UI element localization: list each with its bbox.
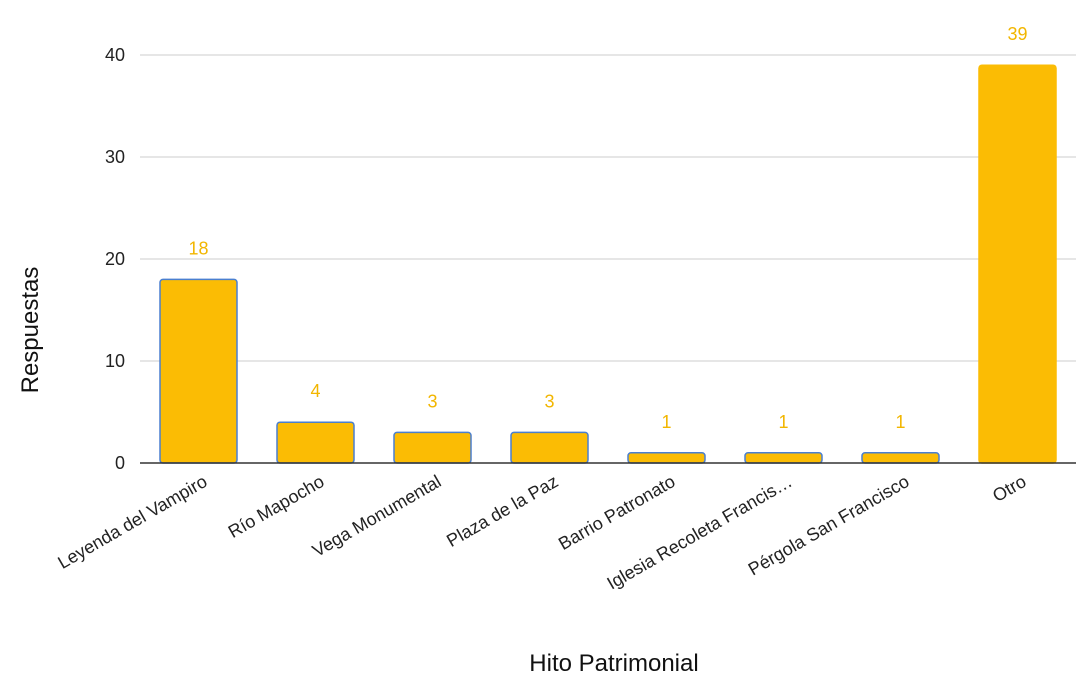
- y-tick-label-10: 10: [105, 351, 125, 371]
- x-tick-label-1: Leyenda del Vampiro: [54, 471, 210, 573]
- data-label-5: 1: [661, 412, 671, 432]
- y-tick-label-40: 40: [105, 45, 125, 65]
- data-label-8: 39: [1007, 24, 1027, 44]
- data-label-6: 1: [778, 412, 788, 432]
- x-tick-label-3: Vega Monumental: [309, 471, 445, 561]
- y-tick-label-30: 30: [105, 147, 125, 167]
- bars: [159, 64, 1057, 464]
- data-label-7: 1: [895, 412, 905, 432]
- data-label-1: 18: [188, 238, 208, 258]
- data-label-3: 3: [427, 391, 437, 411]
- y-tick-label-20: 20: [105, 249, 125, 269]
- x-tick-label-2: Río Mapocho: [225, 471, 328, 542]
- bar-2: [276, 421, 355, 464]
- y-axis-title: Respuestas: [17, 267, 44, 394]
- x-tick-label-6: Iglesia Recoleta Francis…: [604, 471, 796, 593]
- x-axis-title: Hito Patrimonial: [529, 650, 698, 677]
- x-tick-label-8: Otro: [989, 471, 1029, 506]
- data-label-4: 3: [544, 391, 554, 411]
- x-tick-label-5: Barrio Patronato: [555, 471, 679, 554]
- gridlines: [140, 54, 1076, 362]
- bar-7: [861, 452, 940, 464]
- bar-8: [978, 64, 1057, 464]
- bar-5: [627, 452, 706, 464]
- bar-6: [744, 452, 823, 464]
- bar-4: [510, 431, 589, 464]
- bar-1: [159, 278, 238, 464]
- y-tick-label-0: 0: [115, 453, 125, 473]
- x-tick-label-4: Plaza de la Paz: [443, 471, 561, 551]
- data-label-2: 4: [310, 381, 320, 401]
- bar-3: [393, 431, 472, 464]
